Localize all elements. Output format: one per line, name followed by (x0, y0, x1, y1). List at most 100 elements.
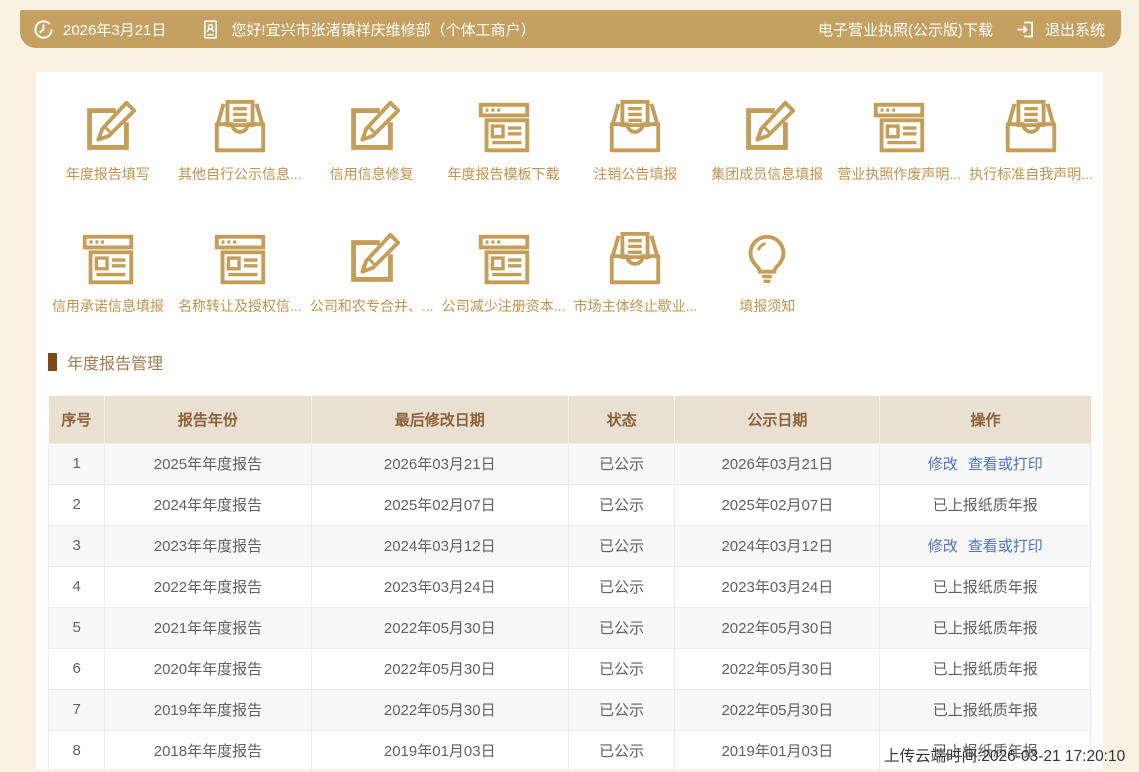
shortcut-label: 其他自行公示信息... (177, 166, 302, 182)
column-header: 报告年份 (104, 396, 312, 443)
inbox-icon (1005, 99, 1057, 153)
shortcut-label: 营业执照作废声明... (837, 166, 962, 182)
edit-icon (746, 100, 796, 150)
shortcut-bulb[interactable]: 填报须知 (701, 230, 833, 316)
operations-cell: 已上报纸质年报 (879, 565, 1091, 608)
edit-icon (350, 232, 400, 282)
edit-icon (87, 100, 137, 150)
last-modified-date: 2025年02月07日 (310, 483, 569, 526)
shortcut-inbox[interactable]: 注销公告填报 (570, 98, 702, 184)
inbox-icon (610, 231, 661, 285)
upload-timestamp-overlay: 上传云端时间:2026-03-21 17:20:10 (884, 748, 1126, 765)
modify-link[interactable]: 修改 (927, 538, 958, 555)
row-number: 3 (47, 524, 106, 567)
column-header: 状态 (568, 396, 676, 443)
inbox-icon (610, 99, 661, 153)
status: 已公示 (567, 647, 676, 690)
report-year: 2020年年度报告 (104, 647, 312, 690)
row-number: 8 (47, 729, 106, 772)
shortcut-inbox[interactable]: 其他自行公示信息... (174, 98, 306, 184)
license-download-link[interactable]: 电子营业执照(公示版)下载 (817, 21, 993, 39)
bulb-icon (748, 234, 786, 284)
row-number: 5 (47, 606, 106, 649)
paper-report-submitted-text: 已上报纸质年报 (932, 497, 1038, 514)
logout-icon[interactable] (1015, 19, 1036, 40)
last-modified-date: 2019年01月03日 (310, 729, 569, 772)
top-bar-left: 2026年3月21日 您好!宜兴市张渚镇祥庆维修部（个体工商户） (20, 18, 536, 41)
modify-link[interactable]: 修改 (927, 456, 958, 473)
shortcut-form[interactable]: 营业执照作废声明... (833, 98, 965, 184)
status: 已公示 (567, 606, 676, 649)
table-row: 5 2021年年度报告 2022年05月30日 已公示 2022年05月30日 已上报纸质… (47, 606, 1091, 649)
row-number: 2 (47, 483, 106, 526)
status: 已公示 (567, 442, 676, 485)
form-icon (478, 234, 529, 285)
operations-cell: 已上报纸质年报 (879, 729, 1091, 772)
publish-date: 2025年02月07日 (674, 483, 881, 526)
form-icon (214, 234, 265, 285)
clock-icon (32, 18, 55, 41)
report-year: 2023年年度报告 (104, 524, 312, 567)
last-modified-date: 2022年05月30日 (310, 688, 569, 731)
shortcut-inbox[interactable]: 市场主体终止歇业... (570, 230, 702, 316)
status: 已公示 (567, 524, 676, 567)
shortcut-form[interactable]: 年度报告模板下载 (438, 98, 570, 184)
shortcut-edit[interactable]: 公司和农专合并、... (306, 230, 438, 316)
shortcut-label: 执行标准自我声明... (969, 166, 1093, 182)
logout-button[interactable]: 退出系统 (1044, 21, 1105, 39)
shortcut-form[interactable]: 名称转让及授权信... (174, 230, 306, 316)
table-header-row: 序号 报告年份 最后修改日期 状态 公示日期 操作 (48, 396, 1091, 443)
shortcut-edit[interactable]: 年度报告填写 (42, 98, 174, 184)
section-bullet (48, 353, 57, 371)
paper-report-submitted-text: 已上报纸质年报 (932, 702, 1038, 719)
operations-cell: 已上报纸质年报 (879, 483, 1091, 526)
publish-date: 2022年05月30日 (674, 688, 881, 731)
publish-date: 2019年01月03日 (674, 729, 881, 772)
user-greeting: 您好!宜兴市张渚镇祥庆维修部（个体工商户） (231, 21, 536, 39)
paper-report-submitted-text: 已上报纸质年报 (932, 743, 1038, 760)
shortcut-label: 年度报告填写 (65, 166, 150, 182)
content-panel: 年度报告填写 其他自行公示信息... 信用信息修复 年度报告模板下载 注销公告填… (36, 72, 1103, 772)
status: 已公示 (567, 483, 676, 526)
shortcut-label: 注销公告填报 (593, 166, 678, 182)
view-or-print-link[interactable]: 查看或打印 (967, 456, 1043, 473)
last-modified-date: 2022年05月30日 (310, 647, 569, 690)
shortcut-grid-row2: 信用承诺信息填报 名称转让及授权信... 公司和农专合并、... 公司减少注册资… (36, 184, 1103, 316)
user-badge-icon (200, 18, 221, 41)
column-header: 公示日期 (674, 396, 881, 443)
shortcut-edit[interactable]: 集团成员信息填报 (701, 98, 833, 184)
paper-report-submitted-text: 已上报纸质年报 (932, 661, 1038, 678)
row-number: 7 (47, 688, 106, 731)
report-year: 2021年年度报告 (104, 606, 312, 649)
table-row: 2 2024年年度报告 2025年02月07日 已公示 2025年02月07日 已上报纸质… (47, 483, 1091, 526)
shortcut-label: 信用信息修复 (329, 166, 414, 182)
shortcut-edit[interactable]: 信用信息修复 (306, 98, 438, 184)
top-bar: 2026年3月21日 您好!宜兴市张渚镇祥庆维修部（个体工商户） 电子营业执照(… (20, 10, 1121, 48)
last-modified-date: 2024年03月12日 (310, 524, 569, 567)
shortcut-label: 信用承诺信息填报 (51, 298, 164, 314)
paper-report-submitted-text: 已上报纸质年报 (932, 620, 1038, 637)
table-row: 1 2025年年度报告 2026年03月21日 已公示 2026年03月21日 修改 查看或… (47, 442, 1091, 485)
row-number: 4 (47, 565, 106, 608)
paper-report-submitted-text: 已上报纸质年报 (932, 579, 1038, 596)
shortcut-form[interactable]: 公司减少注册资本... (438, 230, 570, 316)
section-title-text: 年度报告管理 (67, 356, 164, 373)
shortcut-label: 集团成员信息填报 (711, 166, 824, 182)
view-or-print-link[interactable]: 查看或打印 (967, 538, 1043, 555)
operations-cell: 修改 查看或打印 (879, 442, 1091, 485)
shortcut-label: 填报须知 (739, 298, 796, 314)
row-number: 1 (47, 442, 106, 485)
shortcut-grid-row1: 年度报告填写 其他自行公示信息... 信用信息修复 年度报告模板下载 注销公告填… (36, 72, 1103, 184)
shortcut-form[interactable]: 信用承诺信息填报 (42, 230, 174, 316)
operations-cell: 修改 查看或打印 (879, 524, 1091, 567)
publish-date: 2022年05月30日 (674, 606, 881, 649)
operations-cell: 已上报纸质年报 (879, 688, 1091, 731)
last-modified-date: 2023年03月24日 (310, 565, 569, 608)
shortcut-inbox[interactable]: 执行标准自我声明... (965, 98, 1097, 184)
report-year: 2018年年度报告 (104, 729, 312, 772)
status: 已公示 (567, 688, 676, 731)
shortcut-label: 公司减少注册资本... (441, 298, 566, 314)
table-row: 6 2020年年度报告 2022年05月30日 已公示 2022年05月30日 已上报纸质… (47, 647, 1091, 690)
operations-cell: 已上报纸质年报 (879, 606, 1091, 649)
last-modified-date: 2022年05月30日 (310, 606, 569, 649)
